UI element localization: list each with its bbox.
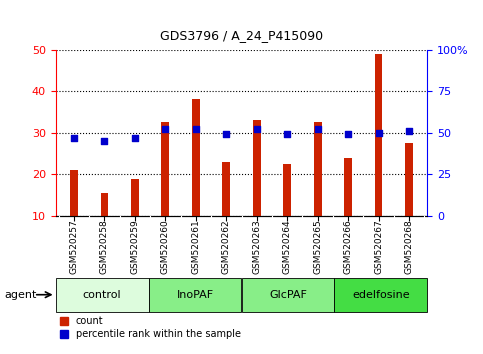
Point — [253, 127, 261, 132]
Point — [405, 128, 413, 134]
Bar — [253, 120, 260, 216]
Bar — [375, 54, 383, 216]
Text: agent: agent — [5, 290, 37, 300]
Bar — [100, 193, 108, 216]
Text: InoPAF: InoPAF — [176, 290, 213, 300]
Text: GSM520264: GSM520264 — [283, 219, 292, 274]
Point — [192, 127, 199, 132]
Point — [161, 127, 169, 132]
Text: control: control — [83, 290, 121, 300]
Text: GSM520265: GSM520265 — [313, 219, 322, 274]
Bar — [405, 143, 413, 216]
Point — [222, 132, 230, 137]
Text: GSM520257: GSM520257 — [70, 219, 78, 274]
Point — [314, 127, 322, 132]
Point — [284, 132, 291, 137]
Text: GSM520266: GSM520266 — [344, 219, 353, 274]
Point — [344, 132, 352, 137]
Point — [375, 130, 383, 136]
Bar — [344, 158, 352, 216]
Bar — [334, 278, 427, 312]
Bar — [284, 164, 291, 216]
Text: GSM520260: GSM520260 — [161, 219, 170, 274]
Bar — [223, 162, 230, 216]
Bar — [192, 99, 199, 216]
Bar — [149, 278, 242, 312]
Text: GSM520261: GSM520261 — [191, 219, 200, 274]
Text: edelfosine: edelfosine — [352, 290, 410, 300]
Text: GSM520262: GSM520262 — [222, 219, 231, 274]
Legend: count, percentile rank within the sample: count, percentile rank within the sample — [60, 316, 241, 339]
Point — [70, 135, 78, 141]
Text: GDS3796 / A_24_P415090: GDS3796 / A_24_P415090 — [160, 29, 323, 42]
Bar — [131, 178, 139, 216]
Bar — [56, 278, 149, 312]
Text: GSM520267: GSM520267 — [374, 219, 383, 274]
Bar — [70, 170, 78, 216]
Point — [100, 138, 108, 144]
Text: GSM520258: GSM520258 — [100, 219, 109, 274]
Text: GlcPAF: GlcPAF — [269, 290, 307, 300]
Text: GSM520263: GSM520263 — [252, 219, 261, 274]
Bar — [161, 122, 169, 216]
Text: GSM520259: GSM520259 — [130, 219, 139, 274]
Text: GSM520268: GSM520268 — [405, 219, 413, 274]
Point — [131, 135, 139, 141]
Bar — [242, 278, 334, 312]
Bar — [314, 122, 322, 216]
